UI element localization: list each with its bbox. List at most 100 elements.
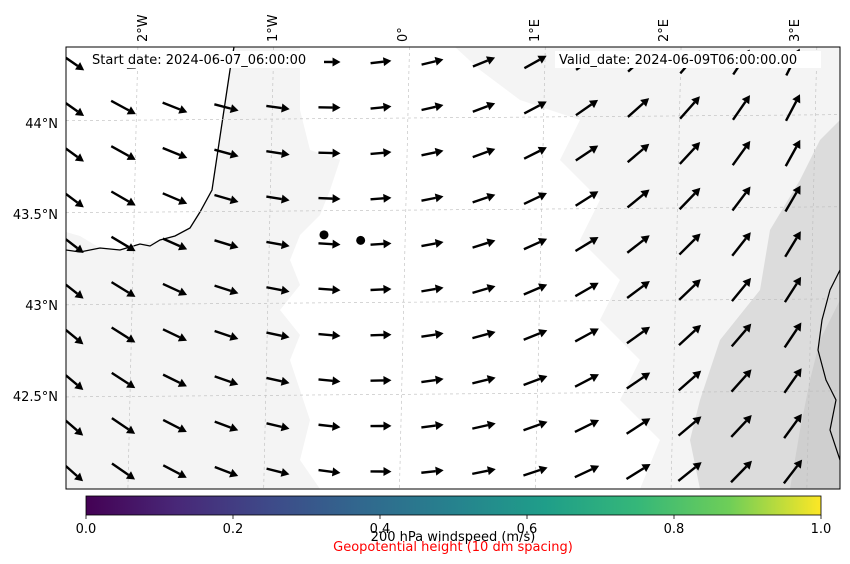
wind-arrow xyxy=(162,373,187,387)
wind-arrow xyxy=(66,464,84,482)
wind-arrow xyxy=(523,55,547,70)
wind-arrow xyxy=(626,189,650,209)
wind-arrow xyxy=(162,328,187,342)
wind-arrow xyxy=(266,467,290,477)
wind-arrow xyxy=(731,232,751,257)
wind-arrow xyxy=(66,101,85,117)
wind-arrow xyxy=(626,143,650,164)
wind-arrow xyxy=(626,280,650,299)
wind-arrow xyxy=(679,96,700,120)
wind-arrow xyxy=(318,148,341,158)
wind-arrow xyxy=(625,463,651,481)
wind-arrow xyxy=(574,237,599,252)
wind-arrow xyxy=(266,331,290,341)
start-date-box xyxy=(88,51,324,68)
markers xyxy=(319,230,366,245)
gridlines xyxy=(66,47,840,489)
wind-arrow xyxy=(472,284,496,295)
lat-label-43n: 43°N xyxy=(25,299,58,314)
wind-arrow xyxy=(162,237,188,251)
wind-arrow xyxy=(318,376,341,386)
wind-arrow xyxy=(162,282,188,296)
wind-arrow xyxy=(472,101,496,113)
wind-arrow xyxy=(111,326,136,343)
wind-arrow xyxy=(574,419,600,434)
wind-arrow xyxy=(370,284,392,294)
wind-arrow xyxy=(421,330,444,339)
lat-label-43-5n: 43.5°N xyxy=(13,208,58,223)
wind-arrow xyxy=(110,145,136,160)
wind-arrow xyxy=(111,371,136,389)
colorbar-sublabel: Geopotential height (10 dm spacing) xyxy=(333,540,573,555)
wind-arrow xyxy=(111,462,136,480)
wind-arrow xyxy=(370,421,392,431)
cb-tick-3: 0.6 xyxy=(517,522,538,537)
wind-arrow xyxy=(472,375,496,385)
wind-arrow xyxy=(730,415,752,438)
colorbar-ticks xyxy=(85,515,822,519)
cb-tick-4: 0.8 xyxy=(664,522,685,537)
wind-arrow xyxy=(266,194,290,204)
lat-label-42-5n: 42.5°N xyxy=(13,390,58,405)
wind-arrow xyxy=(266,240,290,250)
wind-arrow xyxy=(370,239,392,249)
lon-label-0: 0° xyxy=(396,27,411,42)
meridian-line xyxy=(127,47,139,489)
wind-arrow xyxy=(523,192,547,206)
wind-arrow xyxy=(784,231,801,258)
wind-arrow xyxy=(627,98,650,118)
wind-arrow xyxy=(266,376,290,386)
wind-arrow xyxy=(784,185,801,213)
valid-date-label: Valid_date: 2024-06-09T06:00:00.00 xyxy=(559,53,797,68)
cb-tick-2: 0.4 xyxy=(370,522,391,537)
wind-arrow xyxy=(678,233,701,256)
wind-arrow xyxy=(574,328,599,343)
wind-arrow xyxy=(370,467,392,477)
wind-arrow xyxy=(421,193,444,203)
wind-arrow xyxy=(421,421,444,431)
wind-arrow xyxy=(731,186,751,212)
colorbar-gradient xyxy=(85,495,822,516)
wind-arrow xyxy=(214,465,239,478)
wind-arrow xyxy=(678,187,701,211)
wind-arrow xyxy=(66,373,84,390)
wind-arrow xyxy=(110,235,136,252)
wind-arrow xyxy=(574,465,600,479)
wind-arrow xyxy=(472,192,496,204)
valid-date-box xyxy=(555,51,821,68)
wind-arrow xyxy=(678,324,702,346)
wind-arrow xyxy=(162,146,188,160)
wind-arrow xyxy=(731,140,751,166)
wind-arrow xyxy=(784,94,801,122)
wind-arrow xyxy=(266,285,290,295)
wind-arrow xyxy=(162,464,187,478)
meridian-line xyxy=(670,47,682,489)
wind-arrow xyxy=(162,418,187,433)
wind-arrow xyxy=(678,142,701,165)
meridian-line xyxy=(534,47,546,489)
wind-arrow xyxy=(730,323,752,348)
wind-arrow xyxy=(730,369,752,393)
wind-arrow xyxy=(214,148,239,159)
wind-arrow xyxy=(523,237,548,251)
wind-arrow xyxy=(318,330,341,340)
wind-arrow xyxy=(731,277,752,302)
wind-arrow xyxy=(782,459,803,485)
wind-arrow xyxy=(162,192,188,205)
wind-arrow xyxy=(625,418,651,435)
wind-arrow xyxy=(523,420,548,432)
lon-label-2e: 2°E xyxy=(657,19,672,42)
cb-tick-1: 0.2 xyxy=(223,522,244,537)
lon-label-1e: 1°E xyxy=(528,19,543,42)
meridian-line xyxy=(399,47,410,489)
wind-arrow xyxy=(626,372,651,390)
wind-arrow xyxy=(66,56,85,71)
wind-arrow xyxy=(626,235,650,254)
wind-arrow xyxy=(472,147,496,159)
wind-arrow xyxy=(677,370,702,392)
cb-tick-5: 1.0 xyxy=(811,522,832,537)
wind-arrow xyxy=(421,102,444,112)
terrain-high xyxy=(690,120,840,489)
wind-arrow xyxy=(472,56,496,68)
lat-label-44n: 44°N xyxy=(25,117,58,132)
